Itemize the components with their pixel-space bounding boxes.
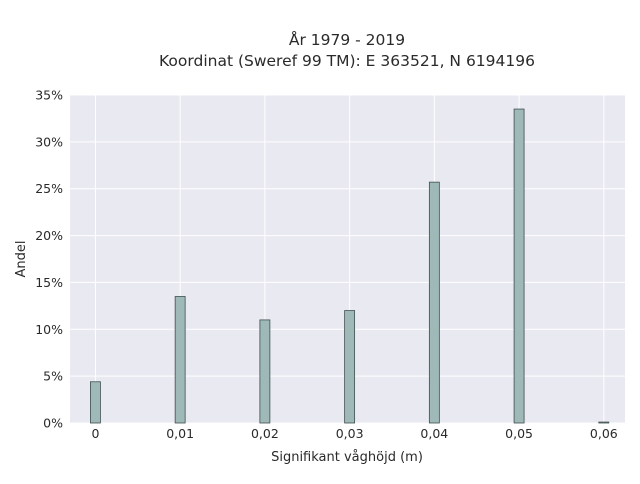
x-tick-labels: 0 0,01 0,02 0,03 0,04 0,05 0,06 (91, 426, 617, 441)
x-tick-label: 0,01 (166, 426, 194, 441)
bar (513, 108, 525, 424)
bar (259, 319, 271, 424)
y-tick-label: 25% (35, 181, 63, 196)
chart-subtitle: Koordinat (Sweref 99 TM): E 363521, N 61… (159, 52, 535, 70)
y-tick-label: 20% (35, 228, 63, 243)
x-tick-label: 0,05 (505, 426, 533, 441)
bar (344, 310, 356, 424)
x-axis-label: Signifikant våghöjd (m) (271, 450, 423, 465)
y-tick-label: 15% (35, 275, 63, 290)
chart-title: År 1979 - 2019 (289, 30, 405, 49)
x-tick-label: 0,04 (420, 426, 448, 441)
x-tick-label: 0,06 (590, 426, 618, 441)
y-tick-label: 0% (43, 416, 63, 431)
bars (90, 108, 610, 424)
y-tick-label: 35% (35, 88, 63, 103)
y-tick-labels: 0% 5% 10% 15% 20% 25% 30% 35% (35, 88, 63, 431)
bar (174, 296, 186, 424)
x-tick-label: 0,02 (251, 426, 279, 441)
bar (598, 421, 610, 424)
y-tick-label: 10% (35, 322, 63, 337)
x-tick-label: 0 (91, 426, 99, 441)
bar (90, 381, 101, 424)
y-tick-label: 5% (43, 369, 63, 384)
x-tick-label: 0,03 (336, 426, 364, 441)
y-tick-label: 30% (35, 134, 63, 149)
bar (428, 181, 440, 424)
y-axis-label: Andel (14, 241, 29, 278)
